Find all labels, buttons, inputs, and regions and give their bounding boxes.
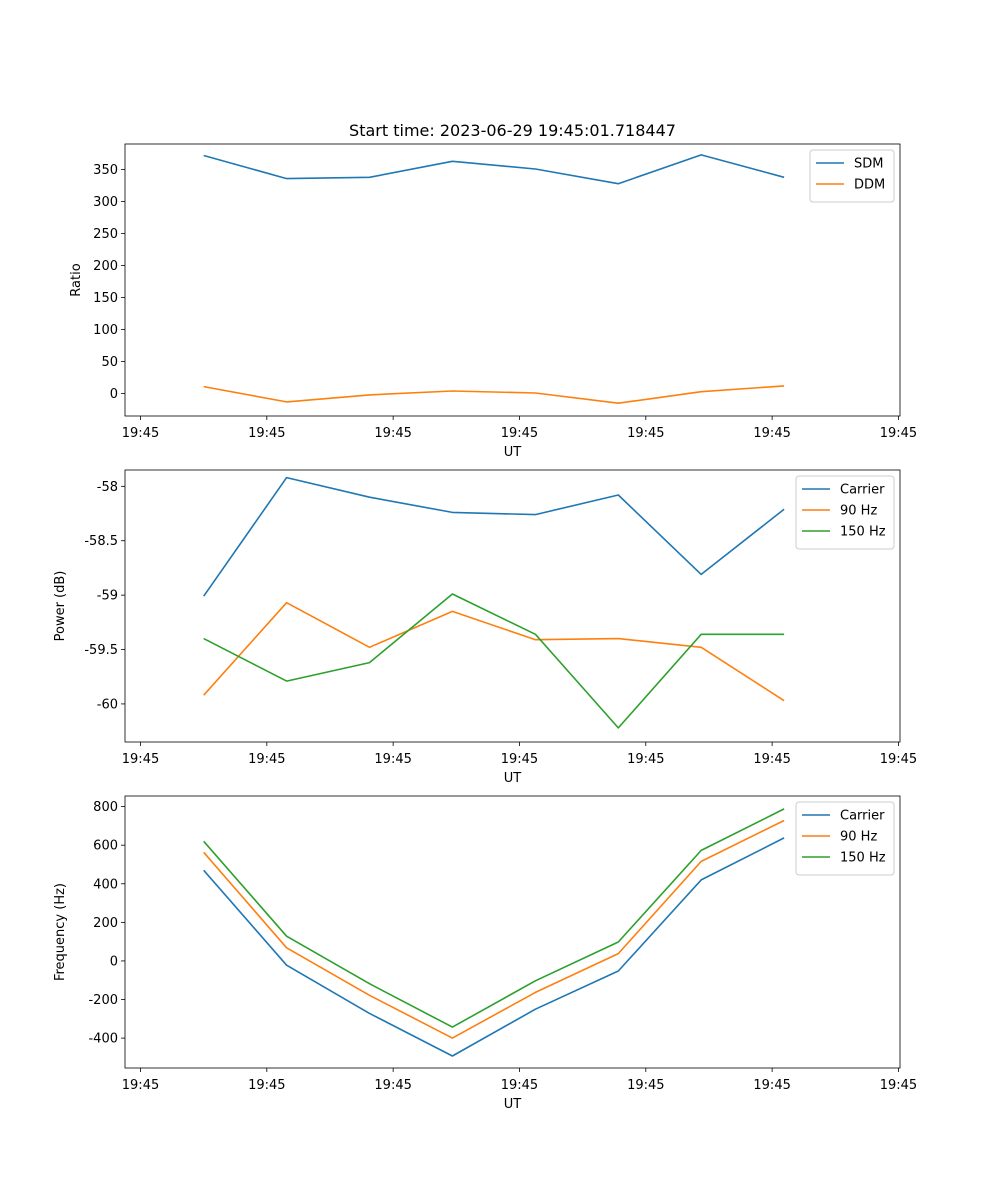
y-tick-label: 350 <box>93 163 118 178</box>
y-tick-label: -200 <box>88 993 118 1008</box>
x-tick-label: 19:45 <box>122 426 159 441</box>
y-tick-label: -60 <box>97 697 118 712</box>
x-tick-label: 19:45 <box>374 752 411 767</box>
y-tick-label: 150 <box>93 291 118 306</box>
series-line-carrier <box>203 837 785 1057</box>
x-axis-label: UT <box>504 771 522 786</box>
chart-panel-1: 0 50 100 150 200 250 300 350 19:45 19:45 19:45 19:4… <box>69 143 917 460</box>
x-tick-label: 19:45 <box>501 752 538 767</box>
y-tick-label: 600 <box>93 839 118 854</box>
chart-panel-2: -60 -59.5 -59 -58.5 -58 19:45 19:45 19:45 19:45 1… <box>53 469 917 786</box>
legend-entry: Carrier <box>840 483 885 498</box>
axes-frame <box>124 143 901 417</box>
y-tick-label: 100 <box>93 323 118 338</box>
legend-entry: 90 Hz <box>840 830 877 845</box>
x-tick-label: 19:45 <box>122 1078 159 1093</box>
y-tick-label: 300 <box>93 195 118 210</box>
x-tick-label: 19:45 <box>248 1078 285 1093</box>
y-tick-label: 800 <box>93 800 118 815</box>
y-axis-label: Power (dB) <box>53 571 68 642</box>
legend: Carrier 90 Hz 150 Hz <box>795 801 895 876</box>
chart-panel-3: -400 -200 0 200 400 600 800 19:45 19:45 19:45 19:4… <box>53 795 917 1112</box>
x-tick-label: 19:45 <box>248 752 285 767</box>
y-tick-label: 200 <box>93 259 118 274</box>
series-line-sdm <box>203 154 785 185</box>
series-line-150-hz <box>203 808 785 1028</box>
y-tick-label: 200 <box>93 916 118 931</box>
y-tick-label: -59 <box>97 589 118 604</box>
legend: SDM DDM <box>809 149 895 203</box>
legend-entry: 150 Hz <box>840 851 886 866</box>
series-line-90-hz <box>203 601 785 702</box>
y-tick-label: -400 <box>88 1032 118 1047</box>
y-tick-label: 50 <box>101 355 118 370</box>
x-tick-label: 19:45 <box>880 752 917 767</box>
x-tick-label: 19:45 <box>880 1078 917 1093</box>
x-tick-label: 19:45 <box>627 1078 664 1093</box>
y-tick-label: 400 <box>93 877 118 892</box>
panels: 0 50 100 150 200 250 300 350 19:45 19:45 19:45 19:4… <box>53 143 917 1112</box>
x-tick-label: 19:45 <box>627 426 664 441</box>
x-tick-label: 19:45 <box>501 426 538 441</box>
x-tick-label: 19:45 <box>248 426 285 441</box>
y-tick-label: 250 <box>93 227 118 242</box>
x-axis-label: UT <box>504 445 522 460</box>
x-tick-label: 19:45 <box>627 752 664 767</box>
y-axis-label: Frequency (Hz) <box>53 883 68 981</box>
x-tick-label: 19:45 <box>880 426 917 441</box>
y-tick-label: -58 <box>97 480 118 495</box>
axes-frame <box>124 795 901 1069</box>
figure-title: Start time: 2023-06-29 19:45:01.718447 <box>349 121 676 140</box>
legend-entry: SDM <box>854 157 883 172</box>
x-tick-label: 19:45 <box>122 752 159 767</box>
legend: Carrier 90 Hz 150 Hz <box>795 475 895 550</box>
axes-frame <box>124 469 901 743</box>
x-tick-label: 19:45 <box>753 752 790 767</box>
y-tick-label: -59.5 <box>84 643 118 658</box>
x-tick-label: 19:45 <box>753 426 790 441</box>
legend-entry: 90 Hz <box>840 504 877 519</box>
x-tick-label: 19:45 <box>753 1078 790 1093</box>
series-line-90-hz <box>203 819 785 1039</box>
legend-entry: DDM <box>854 178 885 193</box>
x-tick-label: 19:45 <box>374 1078 411 1093</box>
x-tick-label: 19:45 <box>374 426 411 441</box>
y-tick-label: 0 <box>110 387 118 402</box>
legend-entry: 150 Hz <box>840 525 886 540</box>
series-line-ddm <box>203 385 785 405</box>
y-tick-label: 0 <box>110 954 118 969</box>
x-tick-label: 19:45 <box>501 1078 538 1093</box>
legend-entry: Carrier <box>840 809 885 824</box>
y-axis-label: Ratio <box>69 263 84 296</box>
x-axis-label: UT <box>504 1097 522 1112</box>
y-tick-label: -58.5 <box>84 534 118 549</box>
series-line-150-hz <box>203 593 785 729</box>
series-line-carrier <box>203 476 785 597</box>
